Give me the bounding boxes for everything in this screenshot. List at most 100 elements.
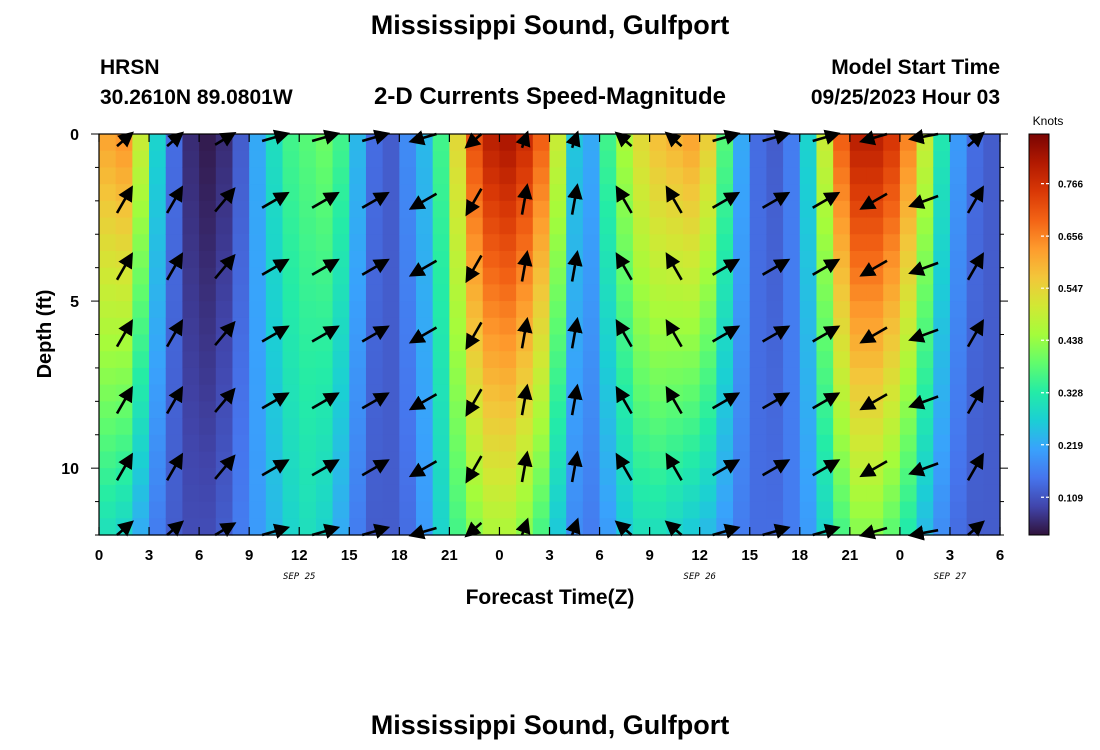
heatmap-cell	[299, 367, 317, 386]
heatmap-cell	[983, 134, 1001, 152]
heatmap-cell	[99, 518, 117, 536]
heatmap-cell	[399, 150, 417, 169]
heatmap-cell	[883, 217, 901, 235]
current-vector	[517, 316, 533, 349]
heatmap-cell	[599, 301, 617, 319]
heatmap-cell	[916, 167, 934, 185]
heatmap-cell	[332, 418, 350, 436]
heatmap-cell	[299, 167, 317, 185]
heatmap-cell	[482, 234, 501, 252]
current-vector	[361, 258, 390, 276]
heatmap-cell	[933, 234, 951, 252]
heatmap-cell	[883, 401, 901, 419]
heatmap-cell	[416, 184, 434, 202]
heatmap-cell	[199, 468, 217, 486]
heatmap-cell	[749, 150, 768, 169]
heatmap-cell	[199, 284, 217, 302]
heatmap-cell	[733, 334, 751, 352]
heatmap-cell	[365, 351, 384, 369]
heatmap-cell	[232, 451, 250, 469]
heatmap-cell	[466, 501, 484, 519]
y-tick-label: 5	[70, 294, 79, 311]
heatmap-cell	[883, 134, 901, 152]
heatmap-cell	[682, 301, 701, 319]
heatmap-cell	[449, 401, 467, 419]
heatmap-cell	[783, 518, 801, 536]
current-vector	[408, 259, 438, 277]
current-vector	[115, 185, 133, 214]
heatmap-cell	[115, 167, 133, 185]
heatmap-cell	[532, 351, 551, 369]
heatmap-cell	[482, 501, 501, 519]
heatmap-cell	[682, 200, 701, 219]
heatmap-cell	[599, 317, 617, 336]
heatmap-cell	[282, 250, 300, 269]
heatmap-cell	[199, 518, 217, 536]
heatmap-cell	[132, 384, 150, 402]
heatmap-cell	[299, 518, 317, 536]
heatmap-cell	[883, 501, 901, 519]
heatmap-cell	[365, 150, 384, 169]
heatmap-cell	[666, 234, 684, 252]
heatmap-cell	[833, 184, 851, 202]
heatmap-cell	[149, 434, 167, 453]
heatmap-cell	[699, 134, 717, 152]
heatmap-cell	[632, 501, 651, 519]
heatmap-cell	[766, 434, 784, 453]
heatmap-cell	[315, 234, 334, 252]
x-tick-label: 21	[841, 547, 858, 564]
heatmap-cell	[432, 217, 450, 235]
heatmap-cell	[99, 234, 117, 252]
heatmap-cell	[532, 150, 551, 169]
heatmap-cell	[966, 418, 984, 436]
heatmap-cell	[399, 351, 417, 369]
heatmap-cell	[349, 134, 367, 152]
heatmap-cell	[282, 184, 300, 202]
heatmap-cell	[249, 418, 267, 436]
heatmap-cell	[449, 451, 467, 469]
heatmap-cell	[449, 501, 467, 519]
heatmap-cell	[899, 418, 918, 436]
heatmap-cell	[983, 267, 1001, 285]
heatmap-cell	[199, 401, 217, 419]
heatmap-cell	[883, 167, 901, 185]
current-vector	[665, 452, 683, 481]
heatmap-cell	[983, 317, 1001, 336]
heatmap-cell	[299, 134, 317, 152]
heatmap-cell	[99, 317, 117, 336]
heatmap-cell	[99, 250, 117, 269]
heatmap-cell	[365, 217, 384, 235]
heatmap-cell	[282, 234, 300, 252]
current-vector	[214, 253, 236, 280]
current-vector	[615, 385, 633, 415]
heatmap-cell	[315, 150, 334, 169]
heatmap-cell	[149, 184, 167, 202]
heatmap-cell	[165, 234, 184, 252]
heatmap-cell	[365, 317, 384, 336]
heatmap-cell	[833, 134, 851, 152]
heatmap-cell	[332, 334, 350, 352]
heatmap-cell	[249, 334, 267, 352]
heatmap-cell	[199, 317, 217, 336]
heatmap-cell	[399, 200, 417, 219]
heatmap-cell	[99, 217, 117, 235]
heatmap-cell	[132, 401, 150, 419]
current-vector	[311, 191, 340, 209]
heatmap-cell	[299, 200, 317, 219]
heatmap-cell	[449, 234, 467, 252]
heatmap-cell	[766, 418, 784, 436]
heatmap-cell	[566, 150, 584, 169]
heatmap-cell	[699, 518, 717, 536]
current-vector	[567, 250, 583, 282]
current-vector	[967, 131, 985, 148]
heatmap-cell	[315, 501, 334, 519]
heatmap-cell	[766, 451, 784, 469]
heatmap-cell	[332, 234, 350, 252]
heatmap-cell	[165, 284, 184, 302]
heatmap-cell	[299, 384, 317, 402]
current-vector	[115, 452, 133, 481]
heatmap-cell	[399, 217, 417, 235]
current-vector	[311, 392, 340, 410]
heatmap-cell	[299, 301, 317, 319]
heatmap-cell	[232, 434, 250, 453]
